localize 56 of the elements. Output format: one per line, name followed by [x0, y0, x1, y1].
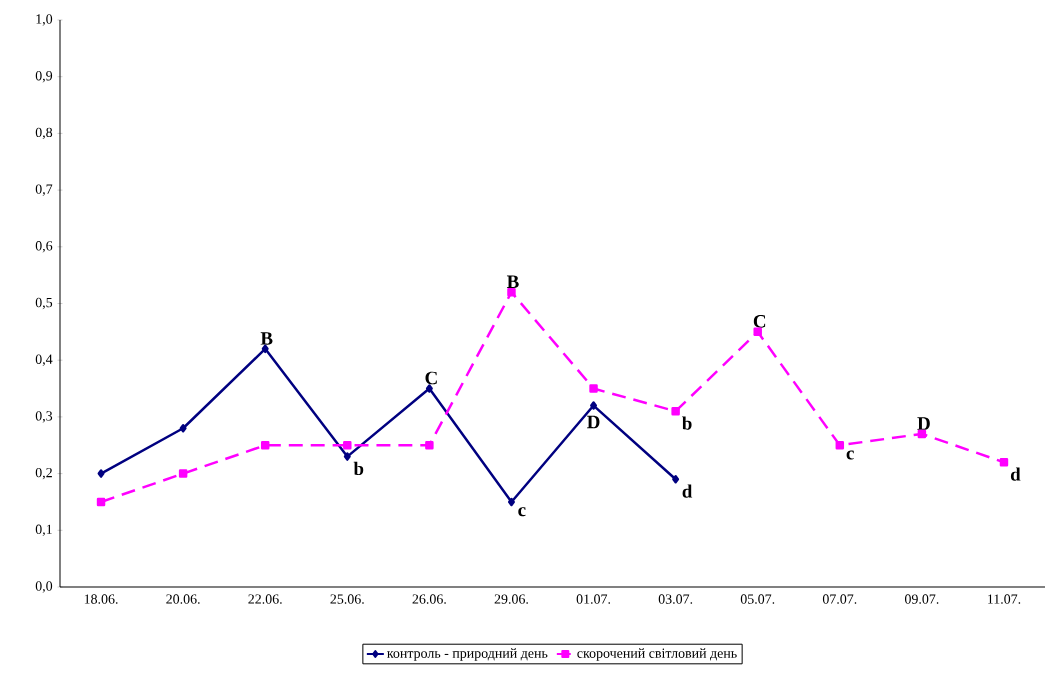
- point: [178, 469, 188, 478]
- point: [589, 384, 598, 393]
- x-tick-label: 29.06.: [494, 594, 528, 604]
- x-tick-label: 20.06.: [166, 594, 200, 604]
- point: [179, 424, 187, 433]
- y-tick-label: 0,8: [35, 127, 53, 140]
- x-tick-label: 11.07.: [988, 594, 1021, 604]
- annotation: C: [425, 371, 437, 385]
- point: [507, 287, 516, 297]
- point: [672, 475, 680, 484]
- point: [343, 452, 351, 461]
- annotation: c: [846, 450, 854, 460]
- point: [507, 497, 515, 507]
- y-tick-label: 0,9: [35, 70, 53, 83]
- point: [96, 497, 106, 507]
- x-tick-label: 01.07.: [576, 594, 611, 604]
- annotation: D: [587, 415, 600, 429]
- point: [425, 441, 434, 450]
- annotation: b: [682, 416, 692, 430]
- point: [835, 441, 845, 450]
- x-tick-label: 05.07.: [740, 594, 775, 604]
- y-tick-label: 0,5: [35, 297, 53, 310]
- point: [671, 406, 680, 416]
- y-tick-label: 0,0: [35, 581, 53, 593]
- point: [999, 458, 1009, 467]
- x-tick-label: 03.07.: [658, 594, 693, 604]
- point: [590, 401, 598, 410]
- y-tick-label: 1,0: [36, 14, 53, 26]
- annotation: c: [518, 507, 526, 517]
- legend-label: скорочений світловий день: [577, 648, 737, 661]
- annotation: d: [1010, 467, 1021, 481]
- point: [97, 469, 105, 478]
- annotation: d: [682, 484, 693, 498]
- point: [260, 441, 270, 450]
- y-tick-label: 0,1: [35, 524, 52, 537]
- y-tick-label: 0,4: [35, 354, 53, 366]
- point: [753, 327, 762, 337]
- y-tick-label: 0,6: [35, 241, 53, 253]
- x-tick-label: 18.06.: [84, 594, 118, 604]
- annotation: B: [260, 332, 273, 345]
- point: [917, 429, 927, 439]
- y-tick-label: 0,2: [35, 467, 52, 480]
- x-tick-label: 26.06.: [412, 594, 446, 604]
- annotation: b: [353, 461, 364, 476]
- annotation: D: [917, 417, 930, 430]
- point: [261, 344, 269, 354]
- x-tick-label: 07.07.: [822, 594, 857, 604]
- y-tick-label: 0,7: [35, 184, 53, 196]
- x-tick-label: 25.06.: [330, 594, 364, 604]
- x-tick-label: 09.07.: [904, 594, 939, 604]
- legend-label: контроль - природний день: [387, 648, 548, 661]
- annotation: C: [753, 314, 766, 328]
- x-tick-label: 22.06.: [248, 594, 282, 604]
- point: [343, 441, 352, 450]
- y-tick-label: 0,3: [35, 411, 53, 423]
- annotation: B: [506, 275, 519, 288]
